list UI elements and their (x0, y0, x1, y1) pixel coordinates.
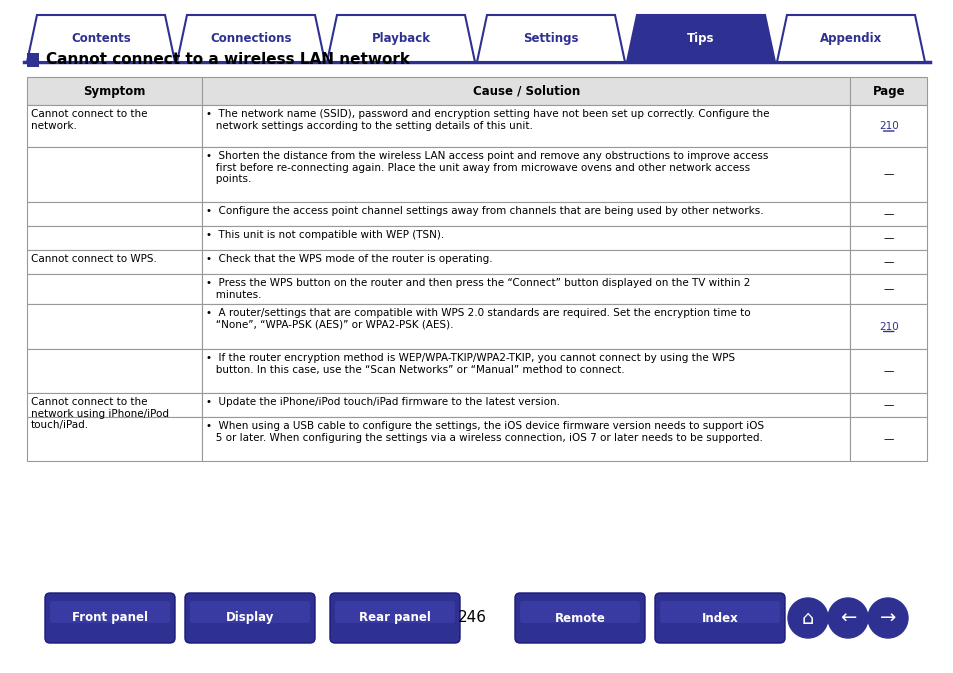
Text: —: — (882, 257, 893, 267)
Polygon shape (476, 15, 624, 62)
Text: 246: 246 (457, 610, 486, 625)
Text: Playback: Playback (371, 32, 430, 45)
Circle shape (787, 598, 827, 638)
Bar (202, 250, 850, 274)
Circle shape (867, 598, 907, 638)
Text: •  Shorten the distance from the wireless LAN access point and remove any obstru: • Shorten the distance from the wireless… (206, 151, 768, 184)
Bar (850, 304, 926, 349)
Bar (27, 77, 202, 105)
Text: —: — (882, 170, 893, 180)
Text: Cannot connect to the
network using iPhone/iPod
touch/iPad.: Cannot connect to the network using iPho… (30, 397, 169, 430)
FancyBboxPatch shape (519, 601, 639, 623)
FancyBboxPatch shape (50, 601, 170, 623)
Bar (27, 105, 202, 147)
FancyBboxPatch shape (330, 593, 459, 643)
Text: 210: 210 (878, 121, 898, 131)
Text: Display: Display (226, 612, 274, 625)
Text: Cause / Solution: Cause / Solution (473, 85, 579, 98)
Bar (202, 77, 850, 105)
Bar (850, 147, 926, 202)
Bar (27, 147, 202, 202)
Text: Appendix: Appendix (819, 32, 882, 45)
Text: ⌂: ⌂ (801, 608, 813, 627)
Text: •  Update the iPhone/iPod touch/iPad firmware to the latest version.: • Update the iPhone/iPod touch/iPad firm… (206, 397, 560, 407)
Text: Rear panel: Rear panel (358, 612, 431, 625)
Bar (27, 304, 202, 349)
Text: ←: ← (839, 608, 855, 627)
Text: Symptom: Symptom (84, 85, 146, 98)
FancyBboxPatch shape (659, 601, 780, 623)
Bar (202, 393, 850, 417)
Text: Front panel: Front panel (71, 612, 148, 625)
Text: —: — (882, 284, 893, 294)
Text: Index: Index (700, 612, 738, 625)
FancyBboxPatch shape (515, 593, 644, 643)
Text: Connections: Connections (210, 32, 292, 45)
Bar (850, 77, 926, 105)
Text: Contents: Contents (71, 32, 131, 45)
Text: Cannot connect to the
network.: Cannot connect to the network. (30, 109, 148, 131)
Bar (27, 53, 39, 67)
Bar (202, 147, 850, 202)
Bar (850, 349, 926, 393)
Bar (850, 105, 926, 147)
Bar (202, 202, 850, 226)
Text: —: — (882, 233, 893, 243)
Polygon shape (27, 15, 174, 62)
Bar (202, 274, 850, 304)
Text: •  When using a USB cable to configure the settings, the iOS device firmware ver: • When using a USB cable to configure th… (206, 421, 763, 443)
Circle shape (827, 598, 867, 638)
Bar (202, 105, 850, 147)
Text: •  This unit is not compatible with WEP (TSN).: • This unit is not compatible with WEP (… (206, 230, 444, 240)
Polygon shape (327, 15, 475, 62)
Text: Remote: Remote (554, 612, 605, 625)
Text: —: — (882, 366, 893, 376)
Polygon shape (626, 15, 774, 62)
Bar (27, 274, 202, 304)
Text: Page: Page (872, 85, 904, 98)
Bar (202, 349, 850, 393)
Text: 210: 210 (878, 322, 898, 332)
Polygon shape (177, 15, 325, 62)
Bar (27, 250, 202, 274)
FancyBboxPatch shape (335, 601, 455, 623)
Text: •  Press the WPS button on the router and then press the “Connect” button displa: • Press the WPS button on the router and… (206, 278, 750, 299)
Text: Cannot connect to WPS.: Cannot connect to WPS. (30, 254, 156, 264)
Bar (27, 226, 202, 250)
Bar (202, 226, 850, 250)
FancyBboxPatch shape (655, 593, 784, 643)
Bar (202, 304, 850, 349)
Bar (850, 393, 926, 417)
Bar (850, 202, 926, 226)
Text: →: → (879, 608, 895, 627)
Text: Cannot connect to a wireless LAN network: Cannot connect to a wireless LAN network (46, 52, 410, 67)
Polygon shape (776, 15, 924, 62)
Bar (850, 417, 926, 461)
Text: •  Check that the WPS mode of the router is operating.: • Check that the WPS mode of the router … (206, 254, 493, 264)
Bar (27, 349, 202, 393)
Bar (27, 393, 202, 417)
Bar (202, 417, 850, 461)
Bar (27, 417, 202, 461)
FancyBboxPatch shape (185, 593, 314, 643)
Bar (27, 202, 202, 226)
Text: Tips: Tips (686, 32, 714, 45)
Text: —: — (882, 209, 893, 219)
Text: •  If the router encryption method is WEP/WPA-TKIP/WPA2-TKIP, you cannot connect: • If the router encryption method is WEP… (206, 353, 735, 375)
Bar (850, 226, 926, 250)
Text: —: — (882, 400, 893, 410)
Text: •  The network name (SSID), password and encryption setting have not been set up: • The network name (SSID), password and … (206, 109, 769, 131)
Bar (850, 274, 926, 304)
Text: —: — (882, 434, 893, 444)
FancyBboxPatch shape (45, 593, 174, 643)
Text: •  A router/settings that are compatible with WPS 2.0 standards are required. Se: • A router/settings that are compatible … (206, 308, 750, 330)
FancyBboxPatch shape (190, 601, 310, 623)
Bar (850, 250, 926, 274)
Text: Settings: Settings (522, 32, 578, 45)
Text: •  Configure the access point channel settings away from channels that are being: • Configure the access point channel set… (206, 206, 763, 216)
